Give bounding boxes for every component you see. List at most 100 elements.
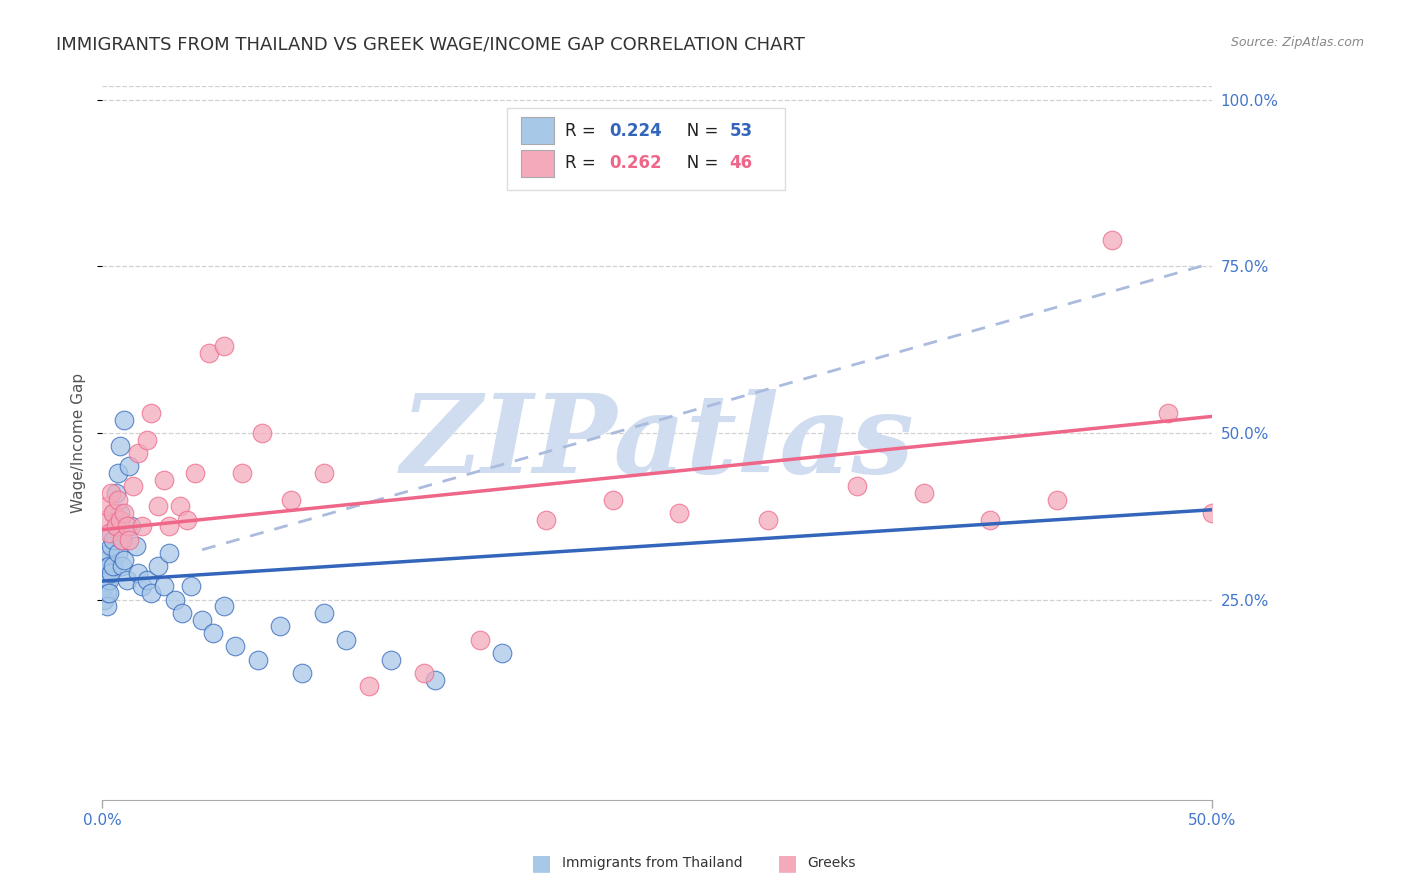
Point	[314, 466, 336, 480]
Point	[111, 533, 134, 547]
Text: IMMIGRANTS FROM THAILAND VS GREEK WAGE/INCOME GAP CORRELATION CHART: IMMIGRANTS FROM THAILAND VS GREEK WAGE/I…	[56, 36, 806, 54]
Point	[97, 526, 120, 541]
Point	[335, 632, 357, 647]
Point	[380, 653, 402, 667]
Point	[139, 586, 162, 600]
Point	[104, 486, 127, 500]
Point	[100, 566, 122, 580]
Text: N =: N =	[671, 121, 723, 139]
Point	[131, 579, 153, 593]
Point	[93, 513, 115, 527]
Point	[118, 459, 141, 474]
Text: N =: N =	[671, 154, 723, 172]
Bar	[520, 150, 554, 177]
Text: R =: R =	[565, 121, 602, 139]
Point	[468, 632, 491, 647]
Point	[97, 573, 120, 587]
Point	[111, 533, 134, 547]
Point	[96, 573, 118, 587]
Point	[246, 653, 269, 667]
Point	[131, 519, 153, 533]
Point	[176, 513, 198, 527]
Point	[108, 439, 131, 453]
Point	[1223, 486, 1246, 500]
Text: R =: R =	[565, 154, 602, 172]
Point	[425, 673, 447, 687]
Point	[108, 506, 131, 520]
Point	[1157, 406, 1180, 420]
Point	[96, 552, 118, 566]
Point	[135, 433, 157, 447]
Point	[112, 552, 135, 566]
Text: ■: ■	[778, 854, 797, 873]
Point	[602, 492, 624, 507]
Text: ■: ■	[531, 854, 551, 873]
Point	[979, 513, 1001, 527]
Point	[214, 599, 236, 614]
Point	[112, 506, 135, 520]
Point	[135, 573, 157, 587]
FancyBboxPatch shape	[508, 108, 785, 190]
Point	[103, 506, 125, 520]
Point	[122, 479, 145, 493]
Point	[96, 599, 118, 614]
Point	[1046, 492, 1069, 507]
Point	[127, 566, 149, 580]
Text: 46: 46	[730, 154, 752, 172]
Point	[118, 533, 141, 547]
Y-axis label: Wage/Income Gap: Wage/Income Gap	[72, 373, 86, 513]
Point	[107, 492, 129, 507]
Point	[491, 646, 513, 660]
Point	[93, 592, 115, 607]
Text: 53: 53	[730, 121, 752, 139]
Point	[668, 506, 690, 520]
Point	[115, 519, 138, 533]
Point	[169, 500, 191, 514]
Point	[280, 492, 302, 507]
Point	[103, 559, 125, 574]
Point	[153, 579, 176, 593]
Point	[534, 513, 557, 527]
Point	[1201, 506, 1223, 520]
Point	[357, 680, 380, 694]
Point	[197, 346, 219, 360]
Point	[846, 479, 869, 493]
Text: 0.224: 0.224	[609, 121, 662, 139]
Point	[146, 559, 169, 574]
Point	[139, 406, 162, 420]
Point	[93, 566, 115, 580]
Point	[107, 466, 129, 480]
Point	[231, 466, 253, 480]
Point	[97, 559, 120, 574]
Point	[172, 606, 194, 620]
Point	[104, 519, 127, 533]
Point	[100, 540, 122, 554]
Text: 0.262: 0.262	[609, 154, 662, 172]
Point	[120, 519, 142, 533]
Point	[96, 586, 118, 600]
Point	[157, 519, 180, 533]
Point	[127, 446, 149, 460]
Point	[191, 613, 214, 627]
Point	[96, 500, 118, 514]
Point	[1246, 706, 1268, 720]
Point	[93, 579, 115, 593]
Text: Source: ZipAtlas.com: Source: ZipAtlas.com	[1230, 36, 1364, 49]
Text: Greeks: Greeks	[807, 856, 855, 871]
Point	[184, 466, 207, 480]
Point	[269, 619, 291, 633]
Point	[157, 546, 180, 560]
Point	[115, 573, 138, 587]
Point	[1278, 160, 1301, 174]
Point	[250, 425, 273, 440]
Point	[224, 640, 246, 654]
Point	[104, 519, 127, 533]
Point	[100, 486, 122, 500]
Point	[413, 666, 436, 681]
Bar	[520, 117, 554, 145]
Point	[103, 533, 125, 547]
Point	[291, 666, 314, 681]
Point	[202, 626, 225, 640]
Point	[124, 540, 146, 554]
Point	[103, 506, 125, 520]
